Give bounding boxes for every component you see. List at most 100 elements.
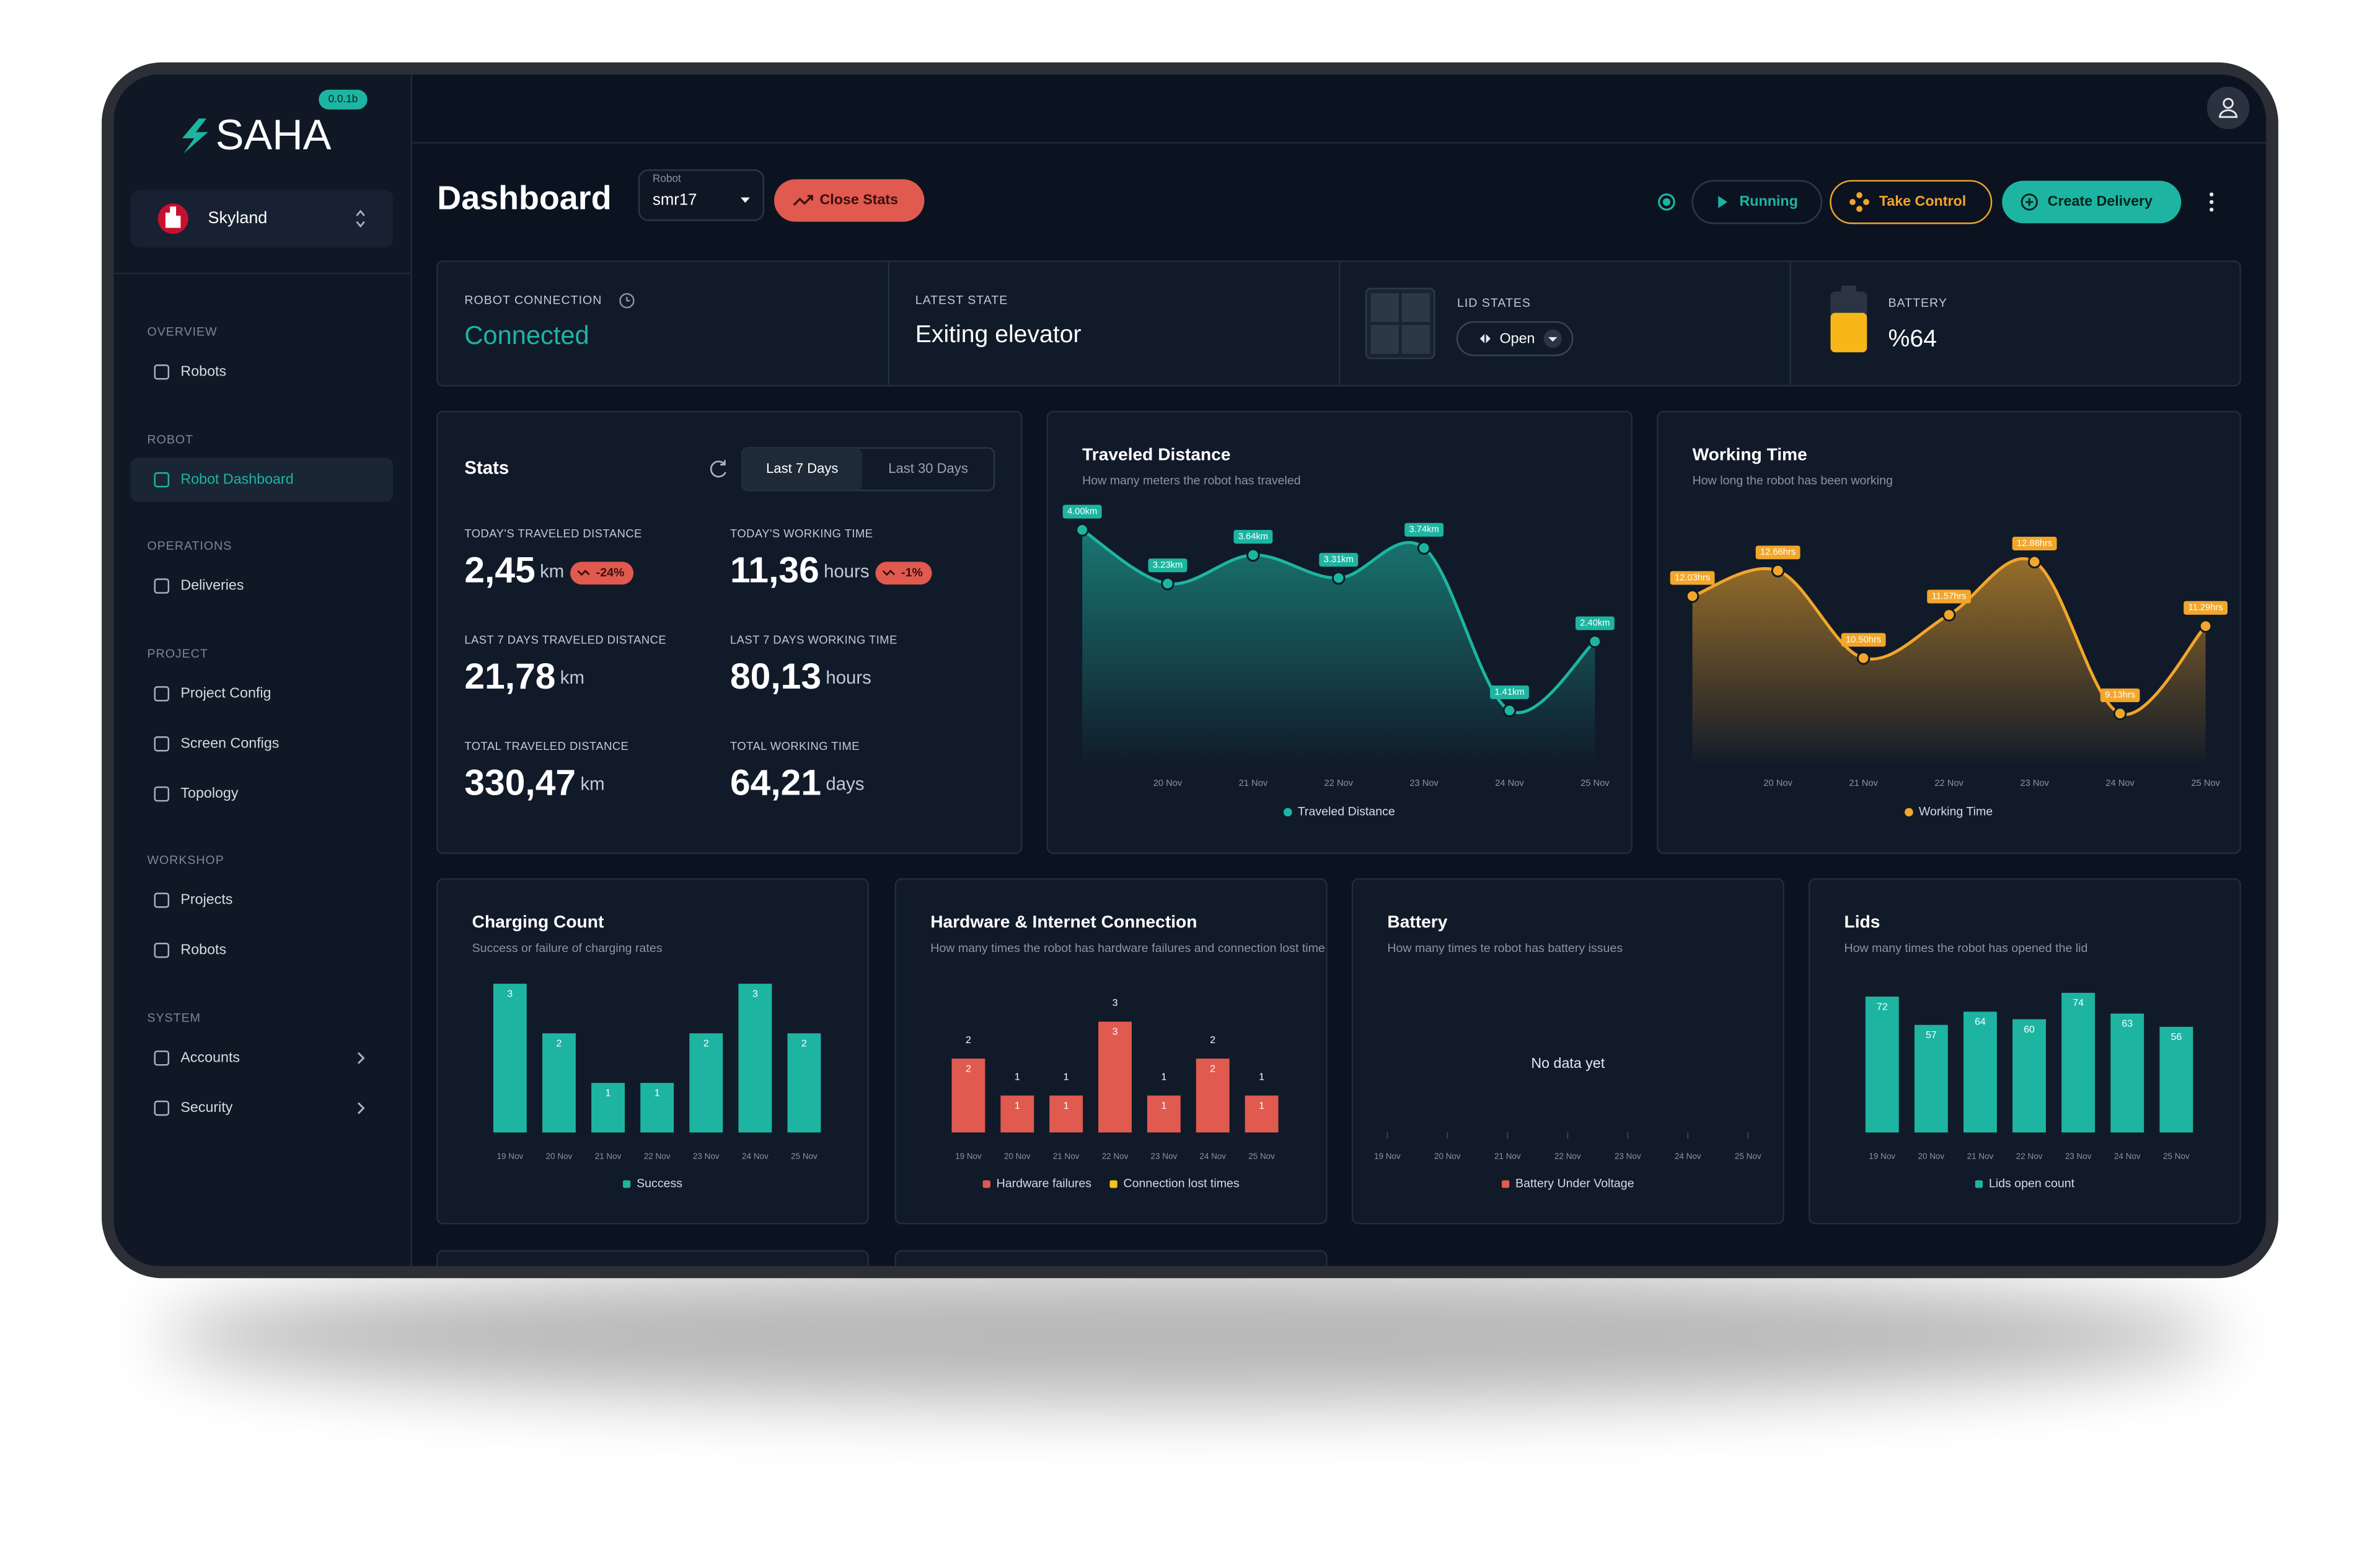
x-tick-label: 24 Nov (1199, 1152, 1226, 1161)
take-control-button[interactable] (1830, 180, 1993, 224)
stat-unit: hours (826, 668, 871, 688)
close-stats-button[interactable] (774, 179, 925, 222)
more-menu[interactable] (2209, 192, 2214, 212)
x-tick-label: 21 Nov (1494, 1152, 1521, 1161)
change-icon (882, 570, 895, 576)
bar-value-label: 1 (1064, 1101, 1069, 1111)
nav-chevron (357, 1052, 365, 1064)
bar-value-label: 2 (557, 1039, 562, 1049)
bar-value-label: 1 (606, 1088, 611, 1099)
bar-value-label: 3 (1113, 1027, 1118, 1038)
org-selector[interactable] (130, 190, 394, 248)
refresh-icon[interactable] (710, 460, 726, 478)
nav-item[interactable]: Robot Dashboard (180, 470, 293, 487)
x-tick-label: 25 Nov (1580, 778, 1610, 788)
legend-marker (623, 1180, 631, 1188)
nav-chevron (357, 1102, 365, 1114)
empty-state: No data yet (1531, 1055, 1605, 1071)
legend-marker (982, 1180, 990, 1188)
stat-label: LAST 7 DAYS TRAVELED DISTANCE (464, 633, 666, 646)
stat-unit: km (580, 774, 604, 794)
range-tab[interactable]: Last 30 Days (888, 461, 968, 476)
lid-state-pill[interactable] (1456, 321, 1574, 356)
x-tick-label: 22 Nov (1102, 1152, 1129, 1161)
stat-number: 21,78 (464, 656, 555, 696)
nav-icon (154, 364, 170, 380)
running-button[interactable] (1691, 180, 1822, 224)
bar-value-label: 60 (2024, 1025, 2035, 1035)
nav-item[interactable]: Projects (180, 891, 232, 907)
nav-item[interactable]: Deliveries (180, 577, 244, 593)
bar (1098, 1021, 1132, 1133)
bar-value-label: 1 (654, 1088, 660, 1099)
sidebar (113, 74, 412, 1266)
robot-select-value: smr17 (653, 191, 697, 208)
status-value: %64 (1889, 325, 1937, 352)
value-label: 12.66hrs (1760, 547, 1796, 557)
stat-label: LAST 7 DAYS WORKING TIME (730, 633, 897, 646)
status-label: LID STATES (1457, 296, 1531, 310)
x-tick-label: 24 Nov (1495, 778, 1524, 788)
stat-number: 330,47 (464, 762, 576, 803)
nav-icon (154, 1100, 170, 1116)
robot-select[interactable] (638, 169, 765, 221)
x-tick-label: 21 Nov (595, 1152, 622, 1161)
legend-label: Connection lost times (1124, 1177, 1240, 1191)
value-label-bg (1404, 522, 1444, 537)
x-tick-label: 19 Nov (1869, 1152, 1895, 1161)
range-tab-active[interactable] (742, 447, 863, 491)
avatar-head (2223, 97, 2234, 109)
status-label: ROBOT CONNECTION (464, 293, 602, 307)
nav-active-bg (130, 457, 394, 502)
bar (1196, 1059, 1230, 1133)
nav-item[interactable]: Project Config (180, 685, 271, 701)
range-tab[interactable]: Last 7 Days (766, 461, 838, 476)
area (1082, 529, 1595, 767)
bar (2012, 1019, 2046, 1133)
plus-icon (2021, 193, 2038, 211)
bar-value-label: 2 (801, 1039, 807, 1049)
bar (1865, 996, 1899, 1133)
bar (951, 1059, 985, 1133)
bar-value-label: 3 (507, 989, 513, 1000)
nav-icon (154, 786, 170, 802)
status-dot (1662, 198, 1671, 206)
value-label: 12.03hrs (1675, 573, 1710, 583)
stat-value: 11,36 hours (730, 550, 870, 590)
status-value: Connected (464, 320, 589, 350)
trend-icon (793, 195, 813, 206)
x-tick-label: 20 Nov (546, 1152, 573, 1161)
lid-caret (1548, 337, 1558, 342)
point (1588, 635, 1602, 648)
nav-section-label: SYSTEM (148, 1011, 201, 1025)
bar-value-label: 57 (1926, 1030, 1937, 1041)
create-delivery-button[interactable] (2002, 180, 2182, 224)
nav-section-label: OVERVIEW (148, 325, 218, 339)
stats-card (436, 410, 1023, 854)
stat-unit: km (540, 561, 564, 581)
legend-marker (1109, 1180, 1117, 1188)
nav-item[interactable]: Topology (180, 785, 238, 801)
nav-item[interactable]: Robots (180, 363, 226, 379)
version: 0.0.1b (328, 92, 358, 105)
nav-item[interactable]: Accounts (180, 1049, 240, 1065)
bar-value-label: 3 (752, 989, 758, 1000)
bar-value-label: 1 (1259, 1101, 1264, 1111)
nav-item[interactable]: Screen Configs (180, 734, 279, 751)
play-icon (1718, 196, 1727, 208)
screen: SAHA 0.0.1b Skyland Dashboard Robot smr1… (113, 74, 2267, 1266)
battery-nub (1841, 285, 1857, 293)
x-tick-label: 25 Nov (1248, 1152, 1275, 1161)
nav-section-label: OPERATIONS (148, 539, 232, 553)
plus-icon-cross (2025, 198, 2034, 206)
value-label: 10.50hrs (1846, 635, 1881, 645)
bar-value-label: 56 (2171, 1032, 2182, 1042)
x-tick-label: 24 Nov (1675, 1152, 1701, 1161)
point (1685, 589, 1699, 603)
nav-item[interactable]: Robots (180, 941, 226, 957)
value-label-bg (2184, 601, 2228, 615)
bar (591, 1083, 625, 1133)
stat-label: TODAY'S WORKING TIME (730, 527, 873, 540)
value-label-bg (1233, 530, 1273, 544)
nav-item[interactable]: Security (180, 1099, 232, 1115)
